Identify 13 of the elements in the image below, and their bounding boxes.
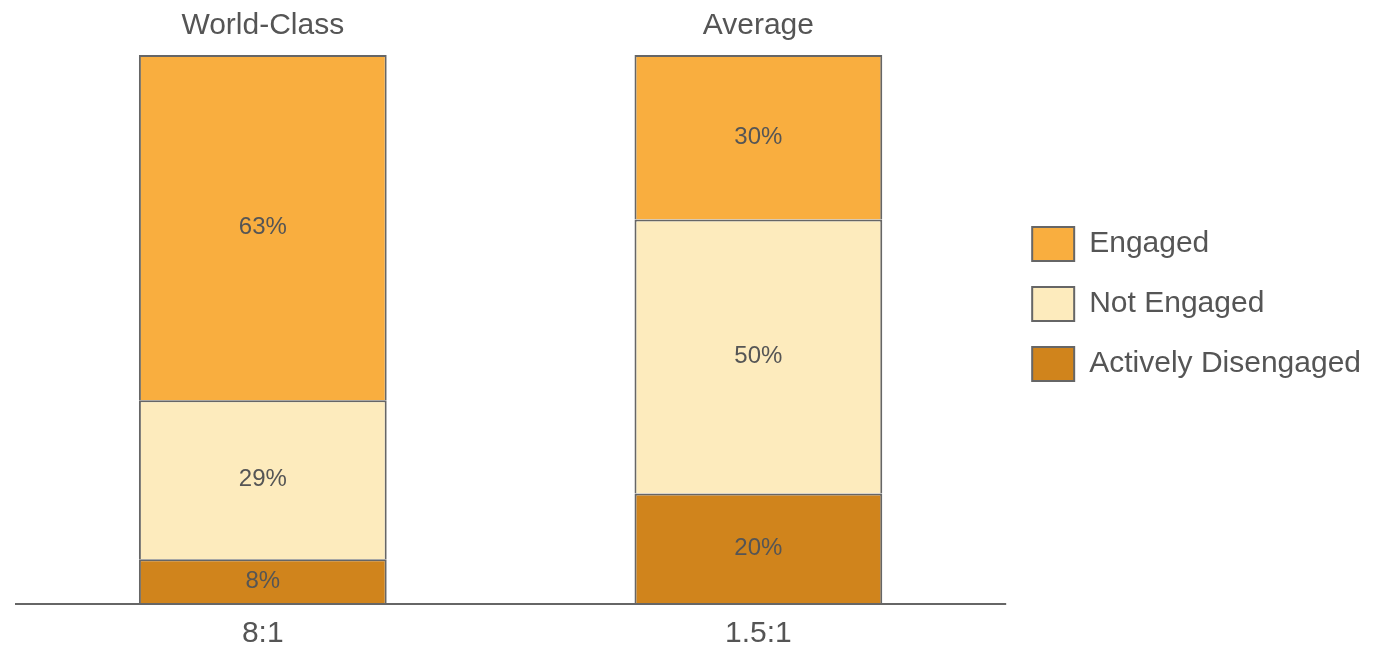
data-label: 8%: [245, 565, 281, 593]
data-label: 50%: [734, 341, 783, 369]
x-tick-label: Average: [702, 7, 814, 41]
text: 8:1: [241, 615, 284, 649]
data-label: 20%: [734, 532, 783, 560]
data-label: 63%: [238, 212, 287, 240]
legend-label: Not Engaged: [1089, 285, 1265, 319]
legend-label: Actively Disengaged: [1089, 345, 1362, 379]
data-label: 29%: [238, 464, 287, 492]
data-label: 30%: [734, 121, 783, 149]
text: 1.5:1: [725, 615, 792, 649]
x-tick-label: World-Class: [181, 7, 345, 41]
legend-label: Engaged: [1089, 225, 1210, 259]
